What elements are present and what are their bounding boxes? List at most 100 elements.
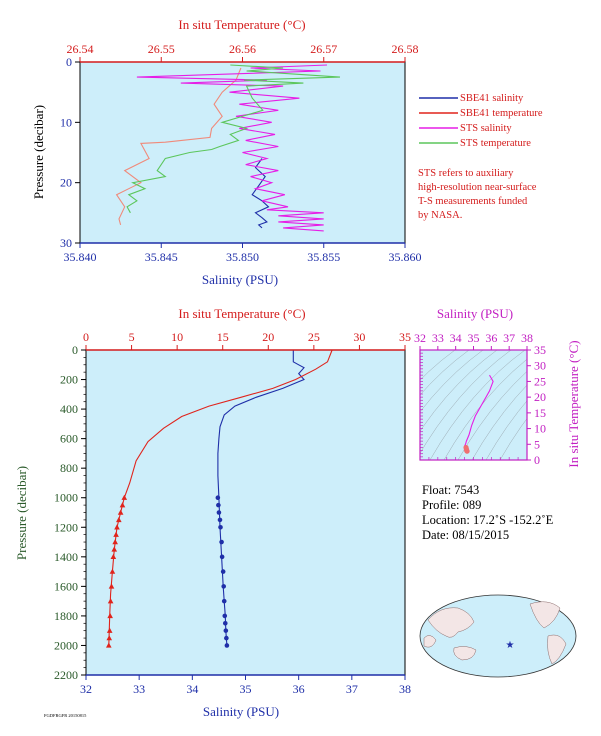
salinity-data-point — [217, 517, 223, 523]
temperature-data-point — [114, 524, 120, 530]
ts-top-tick-label: 34 — [450, 331, 462, 345]
left-tick-label: 600 — [60, 432, 78, 446]
map-land-north-america — [529, 601, 561, 629]
temperature-data-point — [113, 531, 119, 537]
salinity-data-point — [218, 524, 223, 530]
salinity-data-point — [222, 620, 228, 626]
world-map-inset: ★ — [419, 594, 577, 678]
ts-right-tick-label: 10 — [534, 422, 546, 436]
temperature-data-point — [109, 568, 116, 574]
ts-right-tick-label: 0 — [534, 453, 540, 467]
left-tick-label: 1200 — [54, 520, 78, 534]
sts-note-line-1: STS refers to auxiliary — [418, 168, 514, 179]
salinity-data-point — [224, 635, 229, 641]
temperature-data-point — [107, 612, 113, 619]
ts-top-tick-label: 35 — [468, 331, 480, 345]
ts-right-tick-label: 5 — [534, 437, 540, 451]
salinity-data-point — [219, 539, 224, 545]
top-tick-label: 26.54 — [67, 42, 94, 56]
profile-tick-group: 0 5 10 15 20 25 30 35 32 33 34 35 36 37 38 0 200 400 600 80… — [54, 330, 411, 696]
ts-right-tick-label: 30 — [534, 359, 546, 373]
sts-temperature-line — [126, 64, 341, 214]
bottom-tick-label: 35.860 — [389, 250, 422, 264]
surface-bottom-axis-title: Salinity (PSU) — [202, 272, 278, 287]
density-contour — [457, 371, 527, 460]
temperature-data-point — [106, 635, 113, 641]
bottom-tick-label: 35 — [240, 682, 252, 696]
float-location-marker: ★ — [506, 640, 515, 651]
surface-top-axis-title: In situ Temperature (°C) — [178, 17, 305, 32]
ts-density-contours — [420, 350, 527, 460]
salinity-data-point — [219, 554, 225, 560]
salinity-data-point — [220, 569, 226, 574]
ts-right-tick-label: 25 — [534, 374, 546, 388]
temperature-data-point — [110, 553, 117, 560]
top-tick-label: 26.57 — [310, 42, 337, 56]
top-tick-label: 5 — [129, 330, 135, 344]
sts-note-line-4: by NASA. — [418, 210, 462, 221]
left-tick-label: 2000 — [54, 638, 78, 652]
temperature-data-point — [106, 627, 113, 633]
density-contour — [420, 350, 512, 454]
legend-label-sts-temperature: STS temperature — [460, 138, 531, 149]
density-contour — [420, 350, 470, 396]
profile-salinity-line — [217, 350, 305, 646]
sbe41-salinity-line — [251, 158, 270, 229]
ts-right-tick-label: 35 — [534, 343, 546, 357]
float-info: Float: 7543 Profile: 089 Location: 17.2˚… — [422, 483, 554, 542]
surface-detail-chart: 26.54 26.55 26.56 26.57 26.58 35.840 35.845 35.… — [31, 17, 422, 287]
profile-series-group — [105, 349, 333, 648]
top-tick-label: 26.55 — [148, 42, 175, 56]
footer-code: FGDFRGFR 20150815 — [44, 713, 87, 718]
left-tick-label: 0 — [72, 343, 78, 357]
salinity-data-point — [215, 495, 221, 501]
top-tick-label: 26.56 — [229, 42, 256, 56]
top-tick-label: 26.58 — [392, 42, 419, 56]
profile-temperature-line — [108, 349, 333, 646]
top-tick-label: 20 — [262, 330, 274, 344]
ts-right-axis-title: In situ Temperature (°C) — [566, 340, 581, 467]
left-tick-label: 2200 — [54, 668, 78, 682]
temperature-data-point — [105, 642, 112, 648]
bottom-tick-label: 35.855 — [307, 250, 340, 264]
bottom-tick-label: 32 — [80, 682, 92, 696]
salinity-data-point — [223, 628, 229, 633]
ts-right-tick-label: 20 — [534, 390, 546, 404]
salinity-data-point — [216, 502, 221, 508]
profile-left-axis-title: Pressure (decibar) — [14, 466, 29, 560]
left-tick-label: 200 — [60, 373, 78, 387]
top-tick-label: 35 — [399, 330, 411, 344]
profile-plot-area — [86, 350, 405, 675]
legend-label-sts-salinity: STS salinity — [460, 123, 512, 134]
ts-top-tick-label: 38 — [521, 331, 533, 345]
ts-plot-frame — [419, 349, 528, 461]
top-tick-label: 10 — [171, 330, 183, 344]
surface-series-group — [115, 64, 341, 232]
top-tick-label: 30 — [353, 330, 365, 344]
profile-number-text: Profile: 089 — [422, 498, 481, 512]
ts-top-tick-label: 37 — [503, 331, 515, 345]
legend-label-sbe41-salinity: SBE41 salinity — [460, 93, 524, 104]
density-contour — [485, 400, 527, 460]
left-tick-label: 1400 — [54, 550, 78, 564]
date-text: Date: 08/15/2015 — [422, 528, 509, 542]
salinity-data-point — [216, 510, 222, 515]
map-land-asia — [427, 607, 475, 638]
sts-note-line-3: T-S measurements funded — [418, 196, 528, 207]
top-tick-label: 15 — [217, 330, 229, 344]
left-tick-label: 1600 — [54, 579, 78, 593]
bottom-tick-label: 35.850 — [226, 250, 259, 264]
map-land-australia — [453, 646, 477, 661]
profile-bottom-axis-title: Salinity (PSU) — [203, 704, 279, 719]
density-contour — [429, 350, 526, 460]
salinity-data-point — [221, 584, 227, 589]
ts-top-axis-title: Salinity (PSU) — [437, 306, 513, 321]
bottom-tick-label: 34 — [186, 682, 198, 696]
temperature-data-point — [119, 502, 126, 508]
density-contour — [420, 350, 456, 381]
left-tick-label: 30 — [60, 236, 72, 250]
map-land-africa — [423, 635, 437, 648]
legend-label-sbe41-temperature: SBE41 temperature — [460, 108, 543, 119]
bottom-tick-label: 33 — [133, 682, 145, 696]
